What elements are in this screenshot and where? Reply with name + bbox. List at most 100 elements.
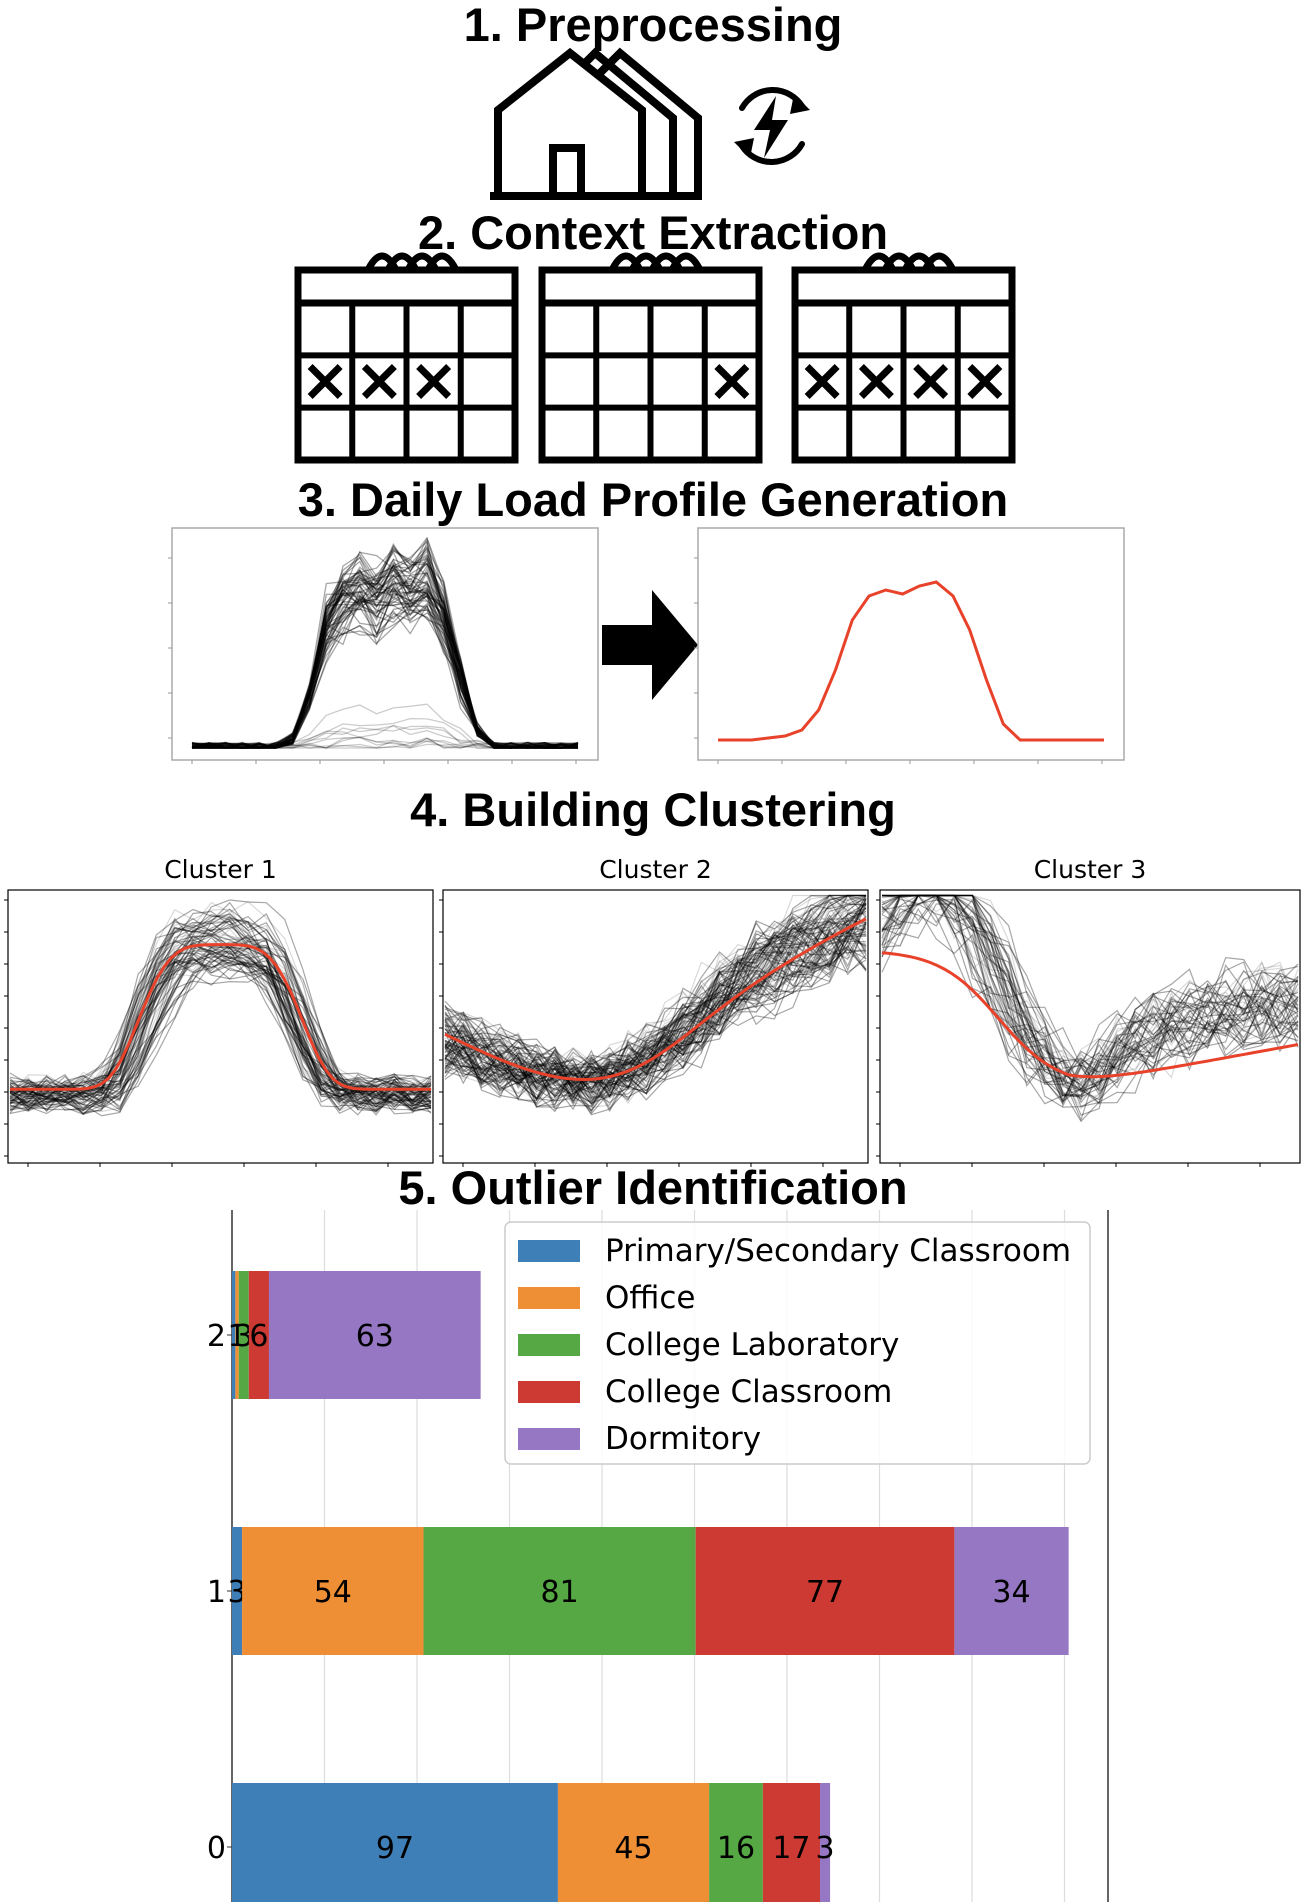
raw-profile-line: [191, 725, 579, 749]
cluster-plots: Cluster 1 Cluster 2 Cluster 3: [4, 855, 1301, 1167]
cluster-profile-line: [444, 918, 867, 1093]
cluster-centroid-line: [10, 943, 431, 1091]
cluster-profile-line: [881, 894, 1299, 1084]
cluster-profile-line: [881, 894, 1299, 1098]
cluster-profile-line: [9, 944, 432, 1113]
raw-profile-line: [192, 724, 579, 749]
bar-segment: [232, 1271, 236, 1399]
cluster-profile-line: [444, 929, 867, 1104]
cluster-profile-line: [444, 894, 867, 1088]
cluster-profile-line: [9, 956, 432, 1110]
cluster-profile-line: [444, 921, 867, 1112]
cluster-profile-line: [9, 921, 432, 1101]
cluster-profile-line: [444, 894, 867, 1094]
cluster-profile-line: [882, 894, 1299, 1088]
cluster-profile-line: [881, 894, 1299, 1073]
bar-value-label: 81: [541, 1575, 579, 1610]
cluster-profile-line: [444, 898, 867, 1100]
raw-profile-line: [191, 737, 579, 749]
calendar-icon: [538, 252, 763, 464]
cluster-profile-line: [9, 933, 432, 1100]
legend-swatch: [518, 1428, 580, 1450]
bar-segment: [268, 1271, 481, 1399]
calendar-ring: [424, 252, 460, 272]
cluster-profile-line: [444, 935, 867, 1113]
cluster-profile-line: [444, 894, 867, 1084]
cluster-profile-line: [9, 961, 432, 1115]
cluster-profile-line: [444, 903, 867, 1104]
raw-profile-line: [191, 594, 579, 749]
cluster-profile-line: [444, 902, 867, 1098]
cluster-profile-line: [444, 915, 867, 1095]
cluster-profile-line: [881, 894, 1299, 1084]
raw-profile-line: [191, 544, 579, 749]
raw-profile-line: [191, 574, 579, 749]
cluster-profile-line: [444, 940, 867, 1115]
raw-profile-line: [192, 740, 579, 749]
cluster-profile-line: [882, 894, 1299, 1085]
raw-profile-line: [191, 606, 579, 749]
cluster-profile-line: [444, 897, 867, 1084]
cluster-profile-line: [9, 943, 432, 1106]
cluster-profile-line: [444, 894, 867, 1084]
cluster-profile-line: [444, 894, 867, 1086]
cluster-profile-line: [444, 924, 867, 1107]
cluster-profile-line: [444, 932, 867, 1102]
cluster-profile-line: [444, 894, 866, 1084]
legend-label: College Laboratory: [605, 1327, 899, 1363]
bar-value-label: 63: [356, 1319, 394, 1354]
arrow-right-icon: [602, 590, 698, 700]
cluster-profile-line: [881, 894, 1299, 1085]
cluster-profile-line: [444, 906, 867, 1090]
cluster-profile-line: [881, 894, 1299, 1090]
cluster-centroid-line: [881, 951, 1299, 1079]
cluster-profile-line: [444, 948, 867, 1116]
bar-value-label: 17: [772, 1831, 810, 1866]
raw-profile-line: [191, 736, 579, 749]
raw-profile-line: [191, 592, 579, 749]
cluster-profile-line: [9, 944, 432, 1105]
cluster-profile-line: [9, 944, 432, 1111]
cluster-profile-line: [881, 894, 1299, 1116]
cluster-profile-line: [444, 903, 867, 1092]
raw-profile-line: [192, 588, 579, 749]
cluster-profile-line: [9, 953, 432, 1114]
bar-segment: [423, 1527, 696, 1655]
average-load-profile-plot: [694, 527, 1125, 764]
cluster-profile-line: [881, 894, 1299, 1105]
raw-profile-line: [191, 598, 579, 749]
raw-profile-line: [192, 564, 579, 749]
raw-profile-line: [191, 588, 579, 749]
cluster-profile-line: [881, 894, 1299, 1086]
cluster-profile-line: [881, 894, 1299, 1096]
cluster-profile-line: [9, 962, 432, 1115]
cluster-profile-line: [881, 894, 1299, 1076]
bar-segment: [232, 1783, 558, 1902]
cluster-profile-line: [444, 920, 867, 1106]
cluster-profile-line: [881, 894, 1299, 1096]
raw-profile-line: [191, 580, 579, 749]
cluster-profile-line: [444, 903, 867, 1094]
cluster-profile-line: [444, 903, 867, 1096]
cluster-profile-line: [9, 919, 432, 1102]
cluster-profile-line: [881, 894, 1299, 1100]
raw-profile-line: [191, 579, 578, 749]
cluster-profile-line: [444, 944, 867, 1110]
cluster-profile-line: [881, 894, 1299, 1085]
cluster-profile-line: [444, 940, 867, 1114]
legend-label: Office: [605, 1280, 696, 1316]
legend-label: Primary/Secondary Classroom: [605, 1233, 1071, 1269]
legend-label: Dormitory: [605, 1421, 761, 1457]
raw-profile-line: [192, 550, 579, 749]
raw-profile-line: [191, 536, 578, 749]
cluster-profile-line: [444, 937, 867, 1091]
cluster-profile-line: [9, 945, 432, 1113]
cluster-profile-line: [9, 932, 432, 1108]
cluster-profile-line: [881, 894, 1299, 1108]
raw-profile-line: [191, 717, 579, 749]
cluster-profile-line: [881, 894, 1299, 1102]
section-title-daily-load-profile: 3. Daily Load Profile Generation: [297, 473, 1009, 526]
bar-value-label: 54: [314, 1575, 352, 1610]
raw-profile-line: [192, 582, 579, 749]
raw-profile-line: [191, 542, 578, 749]
